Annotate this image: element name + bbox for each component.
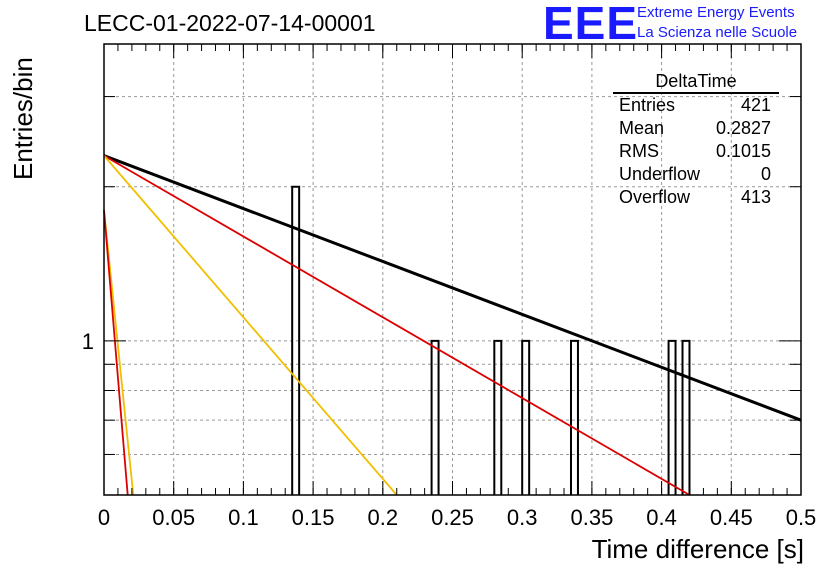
x-tick-label: 0.15 <box>292 505 335 530</box>
x-tick-label: 0.4 <box>646 505 677 530</box>
x-tick-label: 0 <box>98 505 110 530</box>
stats-value: 0.2827 <box>715 118 771 138</box>
histogram-bar <box>291 185 301 495</box>
eee-logo: EEE <box>543 0 639 49</box>
stats-label: Overflow <box>619 187 691 207</box>
x-tick-label: 0.5 <box>786 505 817 530</box>
histogram-bar <box>681 339 691 495</box>
stats-title: DeltaTime <box>613 70 779 94</box>
x-tick-label: 0.45 <box>710 505 753 530</box>
stats-value: 0 <box>760 164 771 184</box>
histogram-bar <box>667 339 677 495</box>
fit-line <box>103 154 802 422</box>
histogram-bar <box>493 339 503 495</box>
stats-row-underflow: Underflow 0 <box>613 163 779 186</box>
x-axis-label: Time difference [s] <box>591 534 804 564</box>
stats-row-overflow: Overflow 413 <box>613 186 779 209</box>
stats-label: Underflow <box>619 164 701 184</box>
logo-tagline-2: La Scienza nelle Scuole <box>637 24 798 41</box>
y-tick-label: 1 <box>82 329 94 354</box>
x-tick-label: 0.35 <box>570 505 613 530</box>
axis-ticks <box>103 44 802 496</box>
x-tick-label: 0.05 <box>152 505 195 530</box>
fit-line <box>103 154 690 496</box>
x-tick-label: 0.25 <box>431 505 474 530</box>
histogram-bins <box>291 185 691 495</box>
stats-label: Mean <box>619 118 665 138</box>
y-axis-label: Entries/bin <box>8 57 38 180</box>
stats-value: 0.1015 <box>715 141 771 161</box>
histogram-bar <box>521 339 531 495</box>
page-title: LECC-01-2022-07-14-00001 <box>84 10 376 36</box>
stats-row-entries: Entries 421 <box>613 94 779 117</box>
fit-line <box>103 210 129 496</box>
stats-value: 421 <box>740 95 771 115</box>
x-tick-labels: 0 0.05 0.1 0.15 0.2 0.25 0.3 0.35 0.4 0.45 0.5 <box>98 505 816 530</box>
grid-lines <box>104 44 801 496</box>
stats-label: RMS <box>619 141 659 161</box>
stats-row-rms: RMS 0.1015 <box>613 140 779 163</box>
stats-label: Entries <box>619 95 676 115</box>
histogram-bar <box>569 339 579 495</box>
fit-line <box>103 210 135 496</box>
x-tick-label: 0.1 <box>228 505 259 530</box>
logo-tagline-1: Extreme Energy Events <box>637 4 795 21</box>
stats-value: 413 <box>740 187 771 207</box>
stats-row-mean: Mean 0.2827 <box>613 117 779 140</box>
x-tick-label: 0.3 <box>507 505 538 530</box>
stats-box: DeltaTime Entries 421 Mean 0.2827 RMS 0.101… <box>613 70 779 209</box>
x-tick-label: 0.2 <box>368 505 399 530</box>
fit-lines <box>103 154 802 496</box>
fit-line <box>103 155 398 496</box>
histogram-bar <box>430 339 440 495</box>
y-tick-labels: 1 <box>82 329 94 354</box>
